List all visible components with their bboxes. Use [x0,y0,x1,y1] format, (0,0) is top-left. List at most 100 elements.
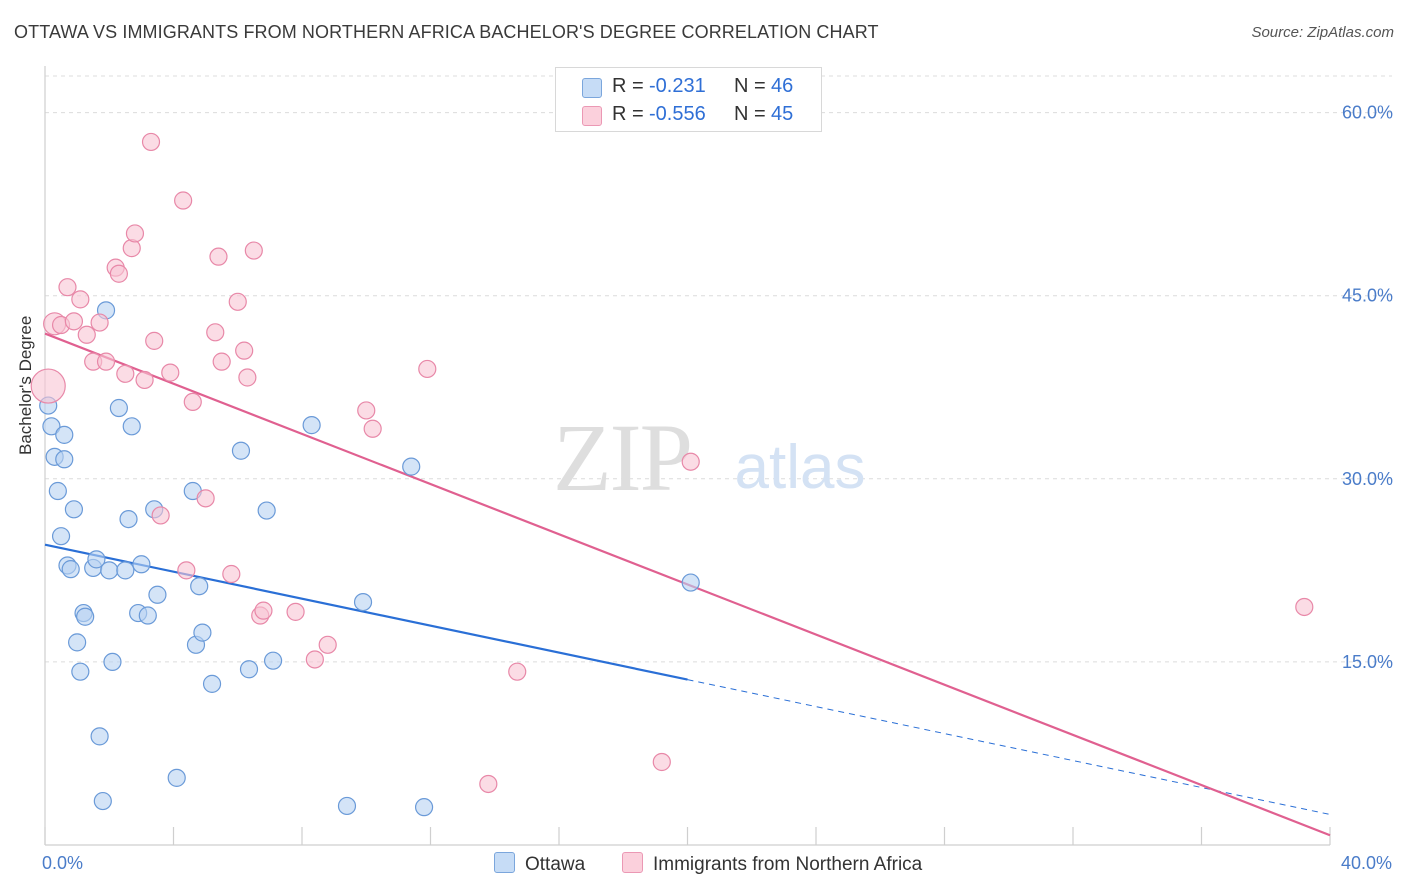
point-nafrica [228,292,247,311]
point-nafrica [479,774,498,794]
point-nafrica [1295,597,1314,617]
point-ottawa [100,561,119,580]
point-ottawa [90,727,109,746]
legend-r-label: R = [612,103,644,125]
point-ottawa [202,674,222,693]
point-nafrica [305,650,324,669]
legend-n-label: N = [734,103,766,125]
point-ottawa [93,791,112,811]
y-axis-label: Bachelor's Degree [16,315,35,455]
watermark-zip: ZIP [553,404,691,511]
point-ottawa [122,417,141,436]
point-ottawa [42,417,61,436]
point-nafrica [122,239,141,258]
point-ottawa [61,560,80,579]
point-nafrica [30,368,66,404]
point-ottawa [167,768,186,787]
point-ottawa [64,500,84,519]
point-nafrica [254,601,273,620]
bottom-legend-ottawa: Ottawa [494,852,585,876]
point-ottawa [190,577,209,596]
x-tick-label: 0.0% [42,853,83,873]
chart-title: OTTAWA VS IMMIGRANTS FROM NORTHERN AFRIC… [14,22,879,42]
point-ottawa [402,457,421,476]
point-nafrica [90,313,109,332]
point-nafrica [151,506,170,525]
point-ottawa [87,550,106,569]
legend-swatch-nafrica [582,106,602,126]
point-nafrica [135,370,154,390]
point-nafrica [212,352,231,371]
legend-n-label: N = [734,75,766,97]
point-nafrica [196,489,215,508]
point-ottawa [257,501,276,520]
point-ottawa [193,623,212,642]
point-nafrica [235,341,254,360]
point-ottawa [71,662,90,681]
legend-n-value: 45 [771,103,794,125]
legend-r-value: -0.231 [649,75,706,97]
point-nafrica [77,325,96,344]
tick-labels: 15.0% 30.0% 45.0% 60.0% 0.0% 40.0% [42,103,1393,873]
point-ottawa [681,573,700,592]
point-ottawa [263,651,283,670]
point-nafrica [681,452,700,471]
point-ottawa [337,796,357,816]
point-ottawa [119,509,138,529]
chart-source: Source: ZipAtlas.com [1251,24,1394,41]
point-ottawa [302,416,321,435]
point-nafrica [183,392,202,412]
point-nafrica [222,564,241,584]
point-nafrica [508,662,527,681]
point-ottawa [239,660,259,679]
point-nafrica [363,419,382,438]
point-nafrica [161,363,180,382]
watermark-atlas: atlas [735,433,866,502]
point-nafrica [96,352,116,371]
point-ottawa [231,441,251,460]
point-nafrica [71,290,90,309]
point-nafrica [58,278,77,297]
point-ottawa [51,527,71,546]
legend-r-value: -0.556 [649,103,706,125]
point-nafrica [357,401,376,420]
point-nafrica [286,602,305,621]
point-nafrica [244,241,263,260]
point-nafrica [318,635,337,654]
trend-line-ottawa [44,543,688,681]
point-ottawa [109,398,128,418]
point-ottawa [55,450,74,469]
point-ottawa [138,606,157,625]
y-tick-label: 30.0% [1342,469,1393,489]
point-nafrica [238,368,257,387]
point-nafrica [206,323,225,342]
bottom-legend-label-nafrica: Immigrants from Northern Africa [653,854,923,875]
point-nafrica [174,191,193,210]
y-tick-label: 45.0% [1342,286,1393,306]
correlation-legend: R = -0.231 N = 46 R = -0.556 N = 45 [555,67,822,132]
legend-swatch-ottawa [582,78,602,98]
point-nafrica [125,224,145,243]
bottom-legend-nafrica: Immigrants from Northern Africa [622,852,922,876]
legend-r-label: R = [612,75,644,97]
point-nafrica [145,331,164,350]
bottom-legend-swatch-nafrica [622,852,643,873]
bottom-legend-swatch-ottawa [494,852,515,873]
point-ottawa [132,555,151,574]
point-ottawa [68,633,87,652]
point-nafrica [109,264,128,283]
bottom-legend-label-ottawa: Ottawa [525,854,586,875]
point-ottawa [148,585,167,604]
point-nafrica [64,312,84,331]
point-nafrica [177,561,196,580]
point-ottawa [353,592,373,612]
point-ottawa [116,561,135,580]
point-ottawa [103,652,122,672]
point-ottawa [76,607,95,626]
point-nafrica [418,359,437,379]
point-ottawa [414,798,434,817]
point-nafrica [116,364,135,383]
y-tick-label: 15.0% [1342,652,1393,672]
x-tick-label: 40.0% [1341,853,1392,873]
